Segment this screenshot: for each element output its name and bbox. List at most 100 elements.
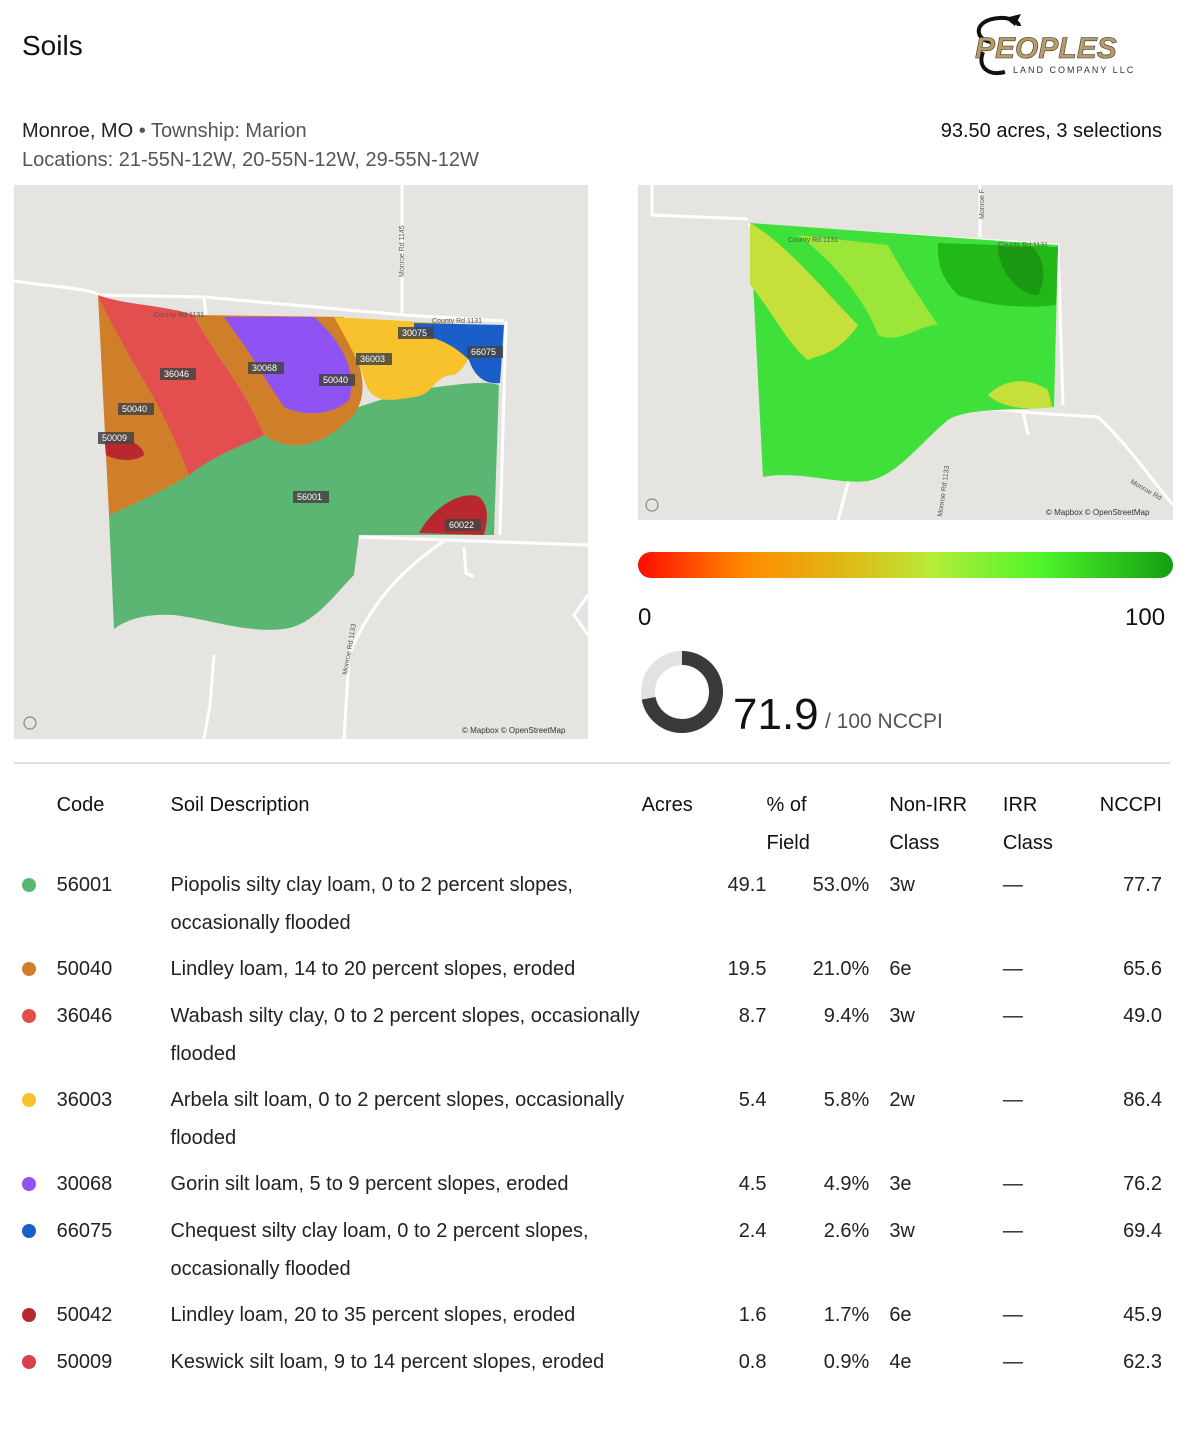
soil-nccpi: 65.6 [1123,958,1162,980]
soil-pct-field: 0.9% [823,1351,870,1373]
soil-nonirr-class: 3w [889,874,915,896]
soil-nccpi: 62.3 [1123,1351,1162,1373]
soil-nonirr-class: 4e [889,1351,912,1373]
soil-code: 66075 [56,1220,113,1242]
header-nonirr-line1: Non-IRR [889,794,968,816]
soil-nccpi: 86.4 [1123,1089,1162,1111]
header-pct-line2: Field [766,832,810,854]
soil-polygon-56001 [109,382,499,630]
soil-color-swatch [22,1308,36,1322]
township-label: Township: Marion [150,120,307,142]
table-row: 36003 Arbela silt loam, 0 to 2 percent s… [14,1077,1170,1161]
soil-map-labels: 36046 30068 50040 36003 30075 66075 5004… [98,327,503,531]
soil-map[interactable]: 36046 30068 50040 36003 30075 66075 5004… [14,185,588,739]
soil-nonirr-class: 6e [889,1304,912,1326]
svg-text:© Mapbox © OpenStreetMap: © Mapbox © OpenStreetMap [462,726,566,735]
soil-acres: 5.4 [738,1089,767,1111]
header-acres: Acres [641,794,693,816]
svg-text:Monroe Rd 1145: Monroe Rd 1145 [399,225,406,277]
svg-text:30075: 30075 [402,328,427,338]
header-swatch [14,786,57,862]
header-pct-line1: % of [766,794,807,816]
soil-irr-class: — [1002,1005,1023,1027]
soil-acres: 1.6 [738,1304,767,1326]
header-nonirr-line2: Class [889,832,940,854]
separator-dot: • [138,120,146,142]
svg-text:50009: 50009 [102,433,127,443]
scale-min-label: 0 [638,604,652,631]
svg-text:County Rd 1131: County Rd 1131 [432,318,482,325]
page-title: Soils [22,30,83,61]
soil-description: Lindley loam, 14 to 20 percent slopes, e… [170,958,576,980]
table-header-row: Code Soil Description Acres % of Field N… [14,786,1170,862]
soil-code: 50009 [56,1351,113,1373]
header-pct-field: % of Field [767,786,870,862]
svg-text:50040: 50040 [323,375,348,385]
header-description: Soil Description [170,794,310,816]
soil-acres: 2.4 [738,1220,767,1242]
soil-nonirr-class: 2w [889,1089,915,1111]
svg-text:© Mapbox © OpenStreetMap: © Mapbox © OpenStreetMap [1046,508,1150,517]
acres-summary: 93.50 acres, 3 selections [940,120,1162,142]
soil-acres: 19.5 [727,958,767,980]
soil-acres: 8.7 [738,1005,767,1027]
soil-nccpi: 69.4 [1123,1220,1162,1242]
svg-text:County Rd 1131: County Rd 1131 [788,237,838,244]
svg-text:County Rd 1131: County Rd 1131 [154,312,204,319]
soil-nonirr-class: 6e [889,958,912,980]
soil-irr-class: — [1002,958,1023,980]
nccpi-gradient-scale [638,552,1173,578]
svg-text:50040: 50040 [122,404,147,414]
soil-description: Chequest silty clay loam, 0 to 2 percent… [170,1220,589,1280]
svg-text:60022: 60022 [449,520,474,530]
soil-nccpi: 49.0 [1123,1005,1162,1027]
svg-text:County Rd 1131: County Rd 1131 [998,242,1048,249]
location-line: Monroe, MO • Township: Marion [22,120,307,143]
header-irr-class: IRR Class [1003,786,1100,862]
soil-pct-field: 53.0% [812,874,870,896]
soil-pct-field: 2.6% [823,1220,870,1242]
table-row: 56001 Piopolis silty clay loam, 0 to 2 p… [14,862,1170,946]
soil-nonirr-class: 3e [889,1173,912,1195]
soil-nccpi: 76.2 [1123,1173,1162,1195]
soil-irr-class: — [1002,1304,1023,1326]
soil-code: 36003 [56,1089,113,1111]
soil-acres: 49.1 [727,874,767,896]
soil-irr-class: — [1002,1220,1023,1242]
soil-description: Arbela silt loam, 0 to 2 percent slopes,… [170,1089,625,1149]
table-row: 50042 Lindley loam, 20 to 35 percent slo… [14,1292,1170,1339]
soil-irr-class: — [1002,1089,1023,1111]
header-irr-line2: Class [1002,832,1053,854]
soil-nonirr-class: 3w [889,1220,915,1242]
nccpi-map[interactable]: County Rd 1131 County Rd 1131 Monroe F M… [638,185,1173,520]
svg-text:56001: 56001 [297,492,322,502]
soil-description: Keswick silt loam, 9 to 14 percent slope… [170,1351,605,1373]
svg-text:Monroe F: Monroe F [979,189,986,219]
soil-description: Wabash silty clay, 0 to 2 percent slopes… [170,1005,640,1065]
soil-polygon-30068 [224,317,352,414]
scale-max-label: 100 [1125,604,1166,631]
header-nonirr-class: Non-IRR Class [869,786,1003,862]
soil-description: Piopolis silty clay loam, 0 to 2 percent… [170,874,573,934]
soil-color-swatch [22,878,36,892]
soil-code: 50042 [56,1304,113,1326]
soil-pct-field: 9.4% [823,1005,870,1027]
svg-text:LAND COMPANY LLC: LAND COMPANY LLC [1013,65,1135,75]
soil-color-swatch [22,1177,36,1191]
table-row: 50009 Keswick silt loam, 9 to 14 percent… [14,1339,1170,1386]
soil-acres: 4.5 [738,1173,767,1195]
soil-description: Gorin silt loam, 5 to 9 percent slopes, … [170,1173,569,1195]
soil-polygon-36046 [98,295,264,475]
soil-irr-class: — [1002,1173,1023,1195]
table-row: 66075 Chequest silty clay loam, 0 to 2 p… [14,1208,1170,1292]
soil-color-swatch [22,962,36,976]
nccpi-score-value: 71.9 [733,690,819,739]
header-code: Code [56,794,105,816]
soil-pct-field: 1.7% [823,1304,870,1326]
soil-pct-field: 4.9% [823,1173,870,1195]
soil-irr-class: — [1002,874,1023,896]
soil-polygon-66075 [414,323,504,384]
nccpi-score-suffix: / 100 NCCPI [825,710,943,733]
table-row: 30068 Gorin silt loam, 5 to 9 percent sl… [14,1161,1170,1208]
soil-acres: 0.8 [738,1351,767,1373]
